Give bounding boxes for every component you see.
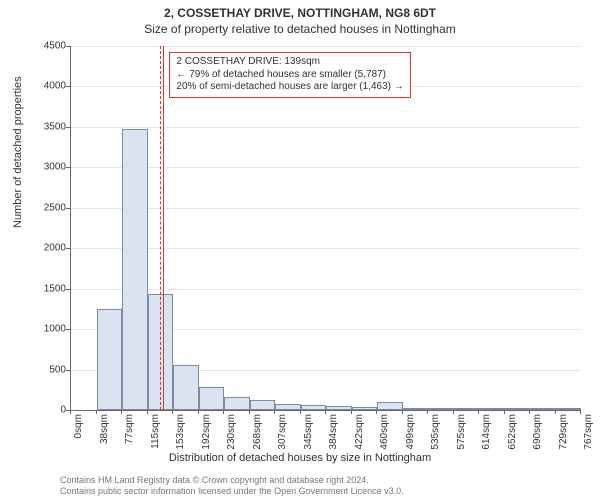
histogram-bar	[97, 309, 123, 410]
x-tick-mark	[300, 410, 301, 414]
x-tick-label: 345sqm	[303, 414, 314, 450]
x-tick-mark	[274, 410, 275, 414]
histogram-bar	[301, 405, 327, 410]
histogram-bar	[403, 408, 429, 410]
y-axis-label: Number of detached properties	[12, 76, 24, 228]
histogram-bar	[173, 365, 199, 410]
y-tick-label: 2500	[26, 202, 66, 213]
chart-subtitle: Size of property relative to detached ho…	[0, 20, 600, 36]
histogram-bar	[199, 387, 225, 410]
x-tick-mark	[376, 410, 377, 414]
x-tick-label: 729sqm	[558, 414, 569, 450]
reference-line-dashed	[160, 46, 161, 410]
x-tick-label: 77sqm	[124, 414, 135, 444]
y-tick-label: 3000	[26, 162, 66, 173]
x-tick-label: 153sqm	[175, 414, 186, 450]
histogram-bar	[505, 408, 531, 410]
x-tick-mark	[172, 410, 173, 414]
x-tick-label: 499sqm	[405, 414, 416, 450]
y-tick-label: 4000	[26, 81, 66, 92]
histogram-bar	[250, 400, 276, 410]
x-tick-label: 460sqm	[379, 414, 390, 450]
info-line-2: ← 79% of detached houses are smaller (5,…	[176, 69, 403, 82]
histogram-bar	[352, 407, 378, 410]
x-tick-label: 690sqm	[532, 414, 543, 450]
histogram-bar	[122, 129, 148, 410]
y-tick-label: 2000	[26, 243, 66, 254]
x-tick-label: 384sqm	[328, 414, 339, 450]
x-tick-label: 422sqm	[354, 414, 365, 450]
histogram-bar	[275, 404, 301, 410]
x-tick-mark	[478, 410, 479, 414]
grid-line	[71, 127, 581, 128]
x-axis-label: Distribution of detached houses by size …	[0, 452, 600, 464]
y-tick-label: 3500	[26, 121, 66, 132]
y-tick-label: 1000	[26, 324, 66, 335]
x-tick-mark	[223, 410, 224, 414]
y-tick-label: 1500	[26, 283, 66, 294]
footer-text: Contains HM Land Registry data © Crown c…	[60, 475, 404, 496]
histogram-bar	[428, 408, 454, 410]
x-tick-mark	[555, 410, 556, 414]
x-tick-label: 614sqm	[481, 414, 492, 450]
histogram-bar	[326, 406, 352, 410]
x-tick-label: 0sqm	[73, 414, 84, 438]
x-tick-mark	[70, 410, 71, 414]
x-tick-mark	[504, 410, 505, 414]
grid-line	[71, 208, 581, 209]
x-tick-label: 307sqm	[277, 414, 288, 450]
x-tick-mark	[96, 410, 97, 414]
chart-container: 2, COSSETHAY DRIVE, NOTTINGHAM, NG8 6DT …	[0, 0, 600, 500]
info-line-1: 2 COSSETHAY DRIVE: 139sqm	[176, 56, 403, 69]
grid-line	[71, 289, 581, 290]
footer-line-2: Contains public sector information licen…	[60, 486, 404, 496]
x-tick-label: 767sqm	[583, 414, 594, 450]
x-tick-mark	[121, 410, 122, 414]
x-tick-label: 575sqm	[456, 414, 467, 450]
x-tick-mark	[529, 410, 530, 414]
info-box: 2 COSSETHAY DRIVE: 139sqm ← 79% of detac…	[169, 52, 410, 98]
histogram-bar	[556, 408, 582, 410]
plot-area: 2 COSSETHAY DRIVE: 139sqm ← 79% of detac…	[70, 46, 581, 411]
x-tick-label: 652sqm	[507, 414, 518, 450]
grid-line	[71, 248, 581, 249]
x-tick-mark	[249, 410, 250, 414]
x-tick-mark	[198, 410, 199, 414]
histogram-bar	[530, 408, 556, 410]
grid-line	[71, 46, 581, 47]
info-line-3: 20% of semi-detached houses are larger (…	[176, 81, 403, 94]
y-tick-label: 0	[26, 405, 66, 416]
grid-line	[71, 167, 581, 168]
y-tick-label: 4500	[26, 41, 66, 52]
x-tick-mark	[453, 410, 454, 414]
x-tick-label: 268sqm	[252, 414, 263, 450]
histogram-bar	[377, 402, 403, 410]
histogram-bar	[454, 408, 480, 410]
x-tick-mark	[427, 410, 428, 414]
x-tick-mark	[580, 410, 581, 414]
chart-title: 2, COSSETHAY DRIVE, NOTTINGHAM, NG8 6DT	[0, 0, 600, 20]
x-tick-mark	[402, 410, 403, 414]
footer-line-1: Contains HM Land Registry data © Crown c…	[60, 475, 404, 485]
histogram-bar	[479, 408, 505, 410]
x-tick-mark	[325, 410, 326, 414]
y-tick-label: 500	[26, 364, 66, 375]
x-tick-label: 38sqm	[99, 414, 110, 444]
x-tick-label: 535sqm	[430, 414, 441, 450]
x-tick-label: 192sqm	[201, 414, 212, 450]
x-tick-mark	[351, 410, 352, 414]
reference-line-solid	[163, 46, 164, 410]
x-tick-label: 115sqm	[150, 414, 161, 449]
histogram-bar	[224, 397, 250, 410]
x-tick-label: 230sqm	[226, 414, 237, 450]
x-tick-mark	[147, 410, 148, 414]
